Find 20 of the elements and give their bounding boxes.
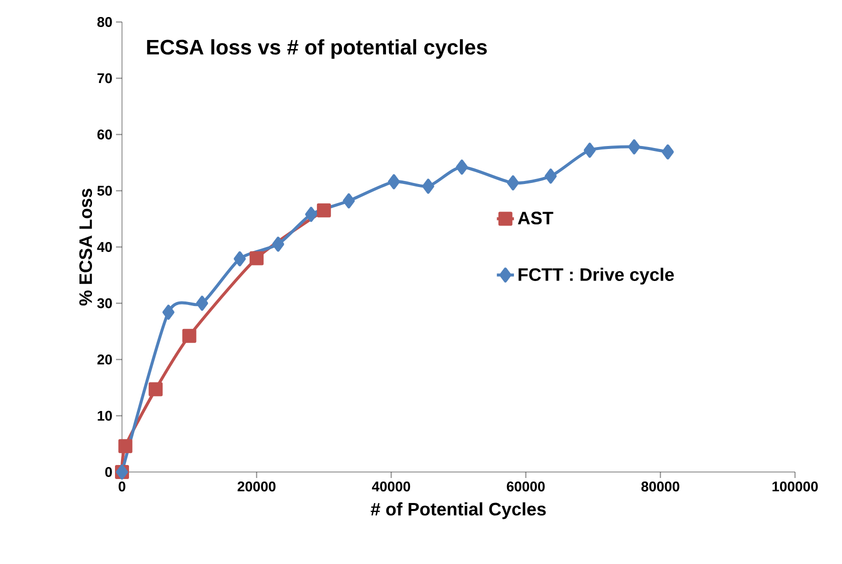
y-tick-label: 80: [97, 17, 112, 27]
x-tick-label: 0: [118, 482, 126, 492]
y-tick-label: 10: [98, 410, 112, 421]
x-tick-label: 60000: [506, 482, 545, 492]
x-tick-label: 20000: [238, 482, 276, 492]
x-tick-label: 100000: [772, 482, 818, 492]
y-tick-label: 30: [97, 298, 112, 308]
y-tick-label: 40: [97, 242, 112, 252]
x-axis-title: # of Potential Cycles: [370, 502, 546, 520]
legend-label: FCTT : Drive cycle: [518, 268, 674, 285]
y-tick-label: 60: [97, 130, 112, 140]
y-tick-label: 20: [97, 354, 112, 364]
y-axis-title: % ECSA Loss: [79, 188, 92, 306]
legend-label: AST: [518, 212, 554, 224]
y-tick-label: 0: [105, 467, 112, 477]
x-tick-label: 80000: [641, 482, 680, 492]
x-tick-label: 40000: [372, 482, 410, 492]
y-tick-label: 50: [97, 186, 112, 196]
y-tick-label: 70: [97, 73, 112, 84]
text: ECSA loss vs # of potential cycles: [147, 39, 487, 59]
